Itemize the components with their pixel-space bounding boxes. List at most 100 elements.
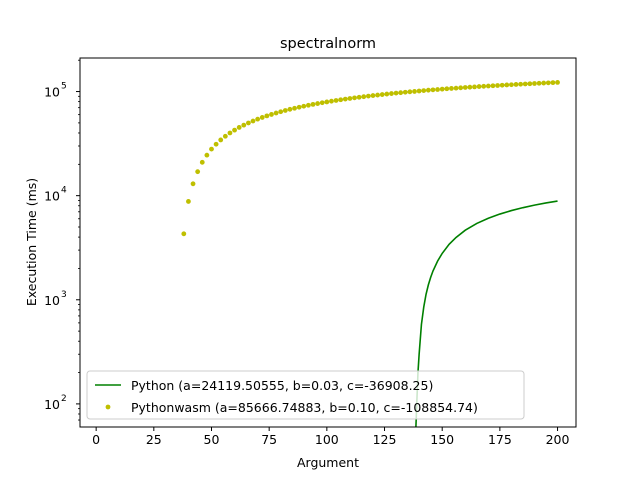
data-point-pythonwasm <box>555 80 560 85</box>
x-tick-label: 100 <box>315 432 339 447</box>
data-point-pythonwasm <box>227 130 233 136</box>
x-tick-label: 200 <box>546 432 570 447</box>
data-point-pythonwasm <box>398 90 404 96</box>
data-point-pythonwasm <box>222 133 228 139</box>
x-tick-label: 0 <box>92 432 100 447</box>
data-point-pythonwasm <box>462 85 468 90</box>
x-tick-label: 175 <box>488 432 512 447</box>
y-tick-label: 10 <box>44 293 60 308</box>
y-tick-exponent: 4 <box>61 186 67 196</box>
x-tick-label: 25 <box>146 432 162 447</box>
data-point-pythonwasm <box>218 137 224 143</box>
x-tick-label: 75 <box>261 432 277 447</box>
data-point-pythonwasm <box>389 91 394 96</box>
data-point-pythonwasm <box>522 81 528 87</box>
legend-entry-pythonwasm: Pythonwasm (a=85666.74883, b=0.10, c=-10… <box>131 400 478 415</box>
data-point-pythonwasm <box>315 101 321 106</box>
data-point-pythonwasm <box>264 113 270 119</box>
data-point-pythonwasm <box>305 102 311 108</box>
data-point-pythonwasm <box>402 89 408 95</box>
data-point-pythonwasm <box>481 83 487 89</box>
series-line-python <box>415 200 558 427</box>
legend-entry-python: Python (a=24119.50555, b=0.03, c=-36908.… <box>131 378 433 393</box>
data-point-pythonwasm <box>467 84 473 90</box>
data-point-pythonwasm <box>236 125 242 130</box>
data-point-pythonwasm <box>444 86 450 92</box>
y-tick-label: 10 <box>44 189 60 204</box>
data-point-pythonwasm <box>213 141 219 147</box>
y-axis-label: Execution Time (ms) <box>24 178 39 306</box>
data-point-pythonwasm <box>310 101 316 107</box>
data-point-pythonwasm <box>490 83 496 89</box>
x-tick-label: 150 <box>430 432 454 447</box>
legend: Python (a=24119.50555, b=0.03, c=-36908.… <box>86 370 525 420</box>
data-point-pythonwasm <box>421 88 427 94</box>
data-point-pythonwasm <box>435 87 440 92</box>
data-point-pythonwasm <box>333 98 339 103</box>
data-point-pythonwasm <box>287 106 293 112</box>
data-point-pythonwasm <box>393 90 399 96</box>
data-point-pythonwasm <box>301 103 307 109</box>
y-tick-exponent: 3 <box>61 290 67 300</box>
x-tick-label: 50 <box>204 432 220 447</box>
data-point-pythonwasm <box>329 98 334 104</box>
data-point-pythonwasm <box>273 110 279 116</box>
data-point-pythonwasm <box>509 82 514 88</box>
data-point-pythonwasm <box>412 89 417 94</box>
data-point-pythonwasm <box>379 92 385 97</box>
plot-area-frame <box>79 57 577 428</box>
data-point-pythonwasm <box>430 87 436 93</box>
data-point-pythonwasm <box>416 88 422 94</box>
data-point-pythonwasm <box>499 82 505 88</box>
data-point-pythonwasm <box>356 94 362 100</box>
data-point-pythonwasm <box>449 86 454 91</box>
y-tick-label: 10 <box>44 85 60 100</box>
data-point-pythonwasm <box>536 80 542 86</box>
data-point-pythonwasm <box>375 92 380 98</box>
data-point-pythonwasm <box>292 105 297 111</box>
y-tick-exponent: 2 <box>61 394 67 404</box>
data-point-pythonwasm <box>186 199 191 204</box>
data-point-pythonwasm <box>476 84 482 89</box>
data-point-pythonwasm <box>518 81 524 87</box>
data-point-pythonwasm <box>324 99 330 105</box>
data-point-pythonwasm <box>250 118 256 124</box>
data-point-pythonwasm <box>255 116 261 122</box>
data-point-pythonwasm <box>365 93 371 99</box>
data-point-pythonwasm <box>296 104 302 110</box>
data-point-pythonwasm <box>246 120 251 126</box>
data-point-pythonwasm <box>319 100 325 106</box>
y-tick-exponent: 5 <box>61 82 67 92</box>
data-point-pythonwasm <box>361 94 367 100</box>
data-point-pythonwasm <box>232 127 237 133</box>
legend-box <box>86 370 525 420</box>
data-point-pythonwasm <box>532 81 537 86</box>
data-point-pythonwasm <box>199 159 205 165</box>
data-point-pythonwasm <box>190 181 196 187</box>
data-point-pythonwasm <box>259 115 265 120</box>
data-point-pythonwasm <box>282 108 288 113</box>
data-point-pythonwasm <box>352 95 357 101</box>
data-point-pythonwasm <box>181 231 187 237</box>
data-point-pythonwasm <box>458 85 464 91</box>
data-point-pythonwasm <box>209 146 214 152</box>
data-point-pythonwasm <box>370 93 376 98</box>
data-point-pythonwasm <box>347 96 353 101</box>
chart-title: spectralnorm <box>280 36 376 52</box>
data-point-pythonwasm <box>453 85 459 91</box>
data-point-pythonwasm <box>504 82 510 88</box>
data-point-pythonwasm <box>338 97 344 103</box>
data-point-pythonwasm <box>472 84 477 90</box>
x-axis-label: Argument <box>297 455 359 470</box>
data-point-pythonwasm <box>495 83 500 88</box>
data-point-pythonwasm <box>513 82 519 87</box>
data-point-pythonwasm <box>384 91 390 97</box>
data-point-pythonwasm <box>278 109 284 115</box>
series-layer <box>181 80 560 427</box>
legend-swatch-pythonwasm <box>105 404 111 410</box>
data-point-pythonwasm <box>425 87 431 93</box>
data-point-pythonwasm <box>550 80 556 86</box>
data-point-pythonwasm <box>407 89 413 95</box>
